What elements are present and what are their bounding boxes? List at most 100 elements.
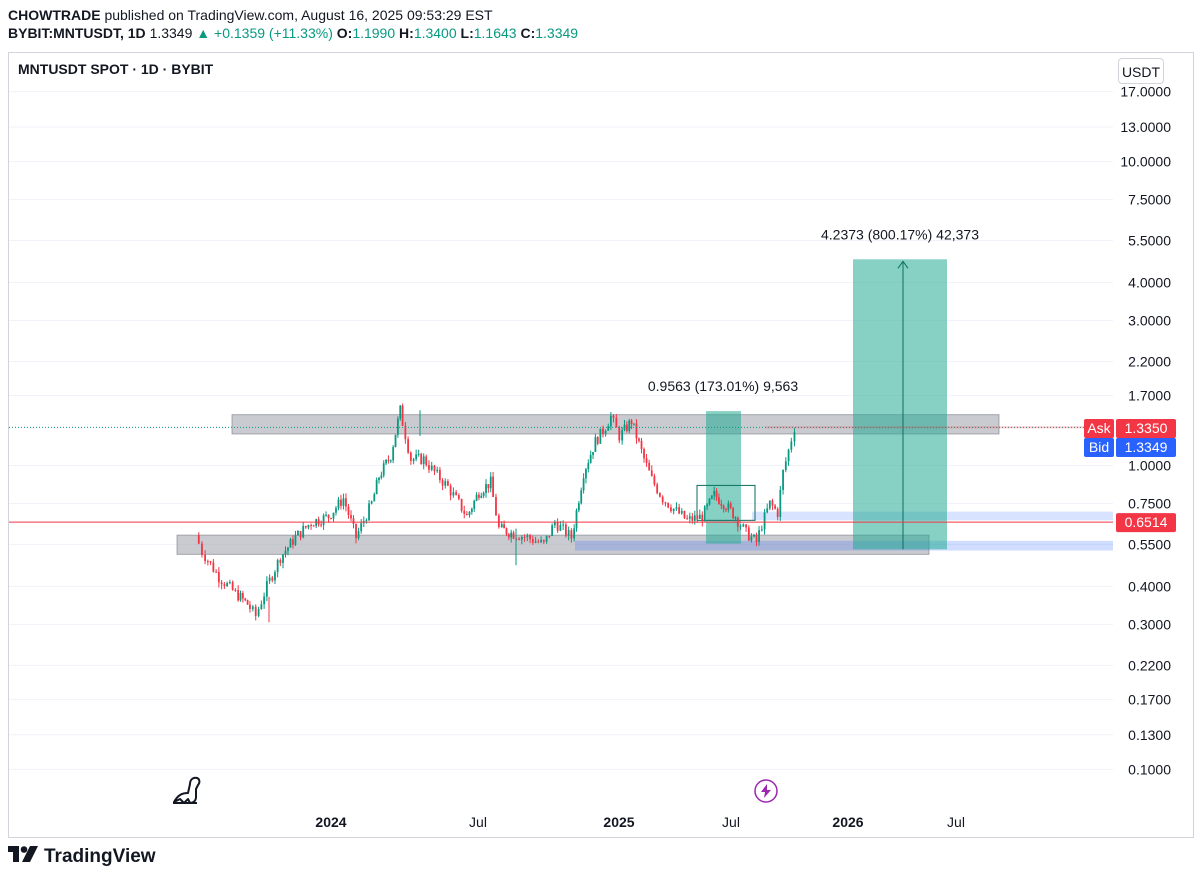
candle-body <box>500 524 503 528</box>
candle-body <box>648 462 651 471</box>
candle-body <box>312 525 315 527</box>
candle-body <box>460 498 463 511</box>
candle-body <box>297 531 299 536</box>
candle-body <box>404 425 407 440</box>
chart-icons <box>173 776 778 804</box>
candle-body <box>478 494 480 498</box>
candle-body <box>693 515 696 521</box>
candle-body <box>422 456 425 465</box>
candle-body <box>531 538 534 543</box>
high-value: 1.3400 <box>413 25 457 41</box>
candle-body <box>742 524 745 527</box>
chart-frame <box>8 52 1194 838</box>
candle-body <box>412 459 415 461</box>
y-tick-label: 5.5000 <box>1128 233 1171 249</box>
candle-body <box>485 484 487 493</box>
candle-body <box>710 495 713 499</box>
candle-body <box>447 481 449 486</box>
candle-body <box>556 522 559 531</box>
candle-body <box>526 535 529 538</box>
y-tick-label: 0.1000 <box>1128 761 1171 777</box>
author-name[interactable]: CHOWTRADE <box>8 7 101 23</box>
y-tick-label: 0.7500 <box>1128 495 1171 511</box>
candle-body <box>487 484 490 489</box>
candle-body <box>548 535 551 537</box>
y-tick-label: 1.0000 <box>1128 458 1171 474</box>
candle-body <box>734 517 737 519</box>
ask-badge-label-bg <box>1084 419 1114 438</box>
y-tick-label: 0.5500 <box>1128 536 1171 552</box>
candle-body <box>209 561 212 563</box>
candle-body <box>599 428 602 444</box>
candle-body <box>394 434 397 448</box>
candle-body <box>357 531 360 539</box>
y-tick-label: 0.3000 <box>1128 616 1171 632</box>
dino-icon <box>173 776 201 804</box>
blue-zone-lower <box>575 540 1113 551</box>
drawing-zones: 0.9563 (173.01%) 9,563 4.2373 (800.17%) 4… <box>176 226 1113 555</box>
y-tick-label: 7.5000 <box>1128 192 1171 208</box>
candle-body <box>729 503 732 508</box>
candle-body <box>612 415 615 418</box>
candle-body <box>251 606 254 610</box>
x-tick-label: Jul <box>947 814 965 830</box>
candle-body <box>678 507 681 514</box>
candle-body <box>625 424 628 431</box>
x-axis: 2024 Jul 2025 Jul 2026 Jul <box>315 814 965 830</box>
candle-body <box>234 589 237 591</box>
candle-body <box>553 522 556 526</box>
bid-badge-label: Bid <box>1089 439 1109 455</box>
candle-body <box>727 503 730 510</box>
candle-body <box>473 500 476 509</box>
y-tick-label: 1.7000 <box>1128 387 1171 403</box>
candle-body <box>475 494 478 501</box>
candle-body <box>758 530 760 542</box>
candle-body <box>559 524 562 531</box>
candle-body <box>239 593 242 601</box>
candle-body <box>650 470 653 477</box>
support-badge-value: 0.6514 <box>1125 514 1168 530</box>
candle-body <box>310 524 312 526</box>
candle-body <box>628 420 631 431</box>
candle-body <box>257 609 260 616</box>
candle-body <box>609 415 612 427</box>
candle-body <box>653 476 656 485</box>
candle-body <box>392 447 395 461</box>
candle-body <box>686 518 689 520</box>
candle-body <box>604 430 607 435</box>
candle-body <box>325 514 327 516</box>
high-label: H: <box>399 25 414 41</box>
candle-body <box>282 554 284 563</box>
candle-body <box>352 518 355 524</box>
bid-badge-label-bg <box>1084 438 1114 457</box>
candle-body <box>455 492 458 496</box>
tradingview-logo[interactable]: TradingView <box>8 846 156 868</box>
candle-body <box>420 453 423 465</box>
x-tick-label: 2026 <box>832 814 863 830</box>
candle-body <box>750 536 753 541</box>
candle-body <box>389 460 392 462</box>
candle-body <box>633 423 635 425</box>
candle-body <box>340 499 342 506</box>
candle-body <box>659 493 661 497</box>
candle-body <box>444 481 447 486</box>
symbol-label[interactable]: BYBIT:MNTUSDT, 1D <box>8 25 146 41</box>
candle-body <box>706 504 709 507</box>
candle-body <box>503 524 506 529</box>
candle-body <box>279 560 282 563</box>
candle-body <box>409 452 412 461</box>
currency-button[interactable]: USDT <box>1118 58 1164 84</box>
candle-body <box>577 503 580 511</box>
candle-body <box>635 423 638 439</box>
candle-body <box>725 509 727 511</box>
candle-body <box>345 498 347 507</box>
candle-body <box>439 469 441 481</box>
candle-body <box>701 514 704 522</box>
ask-badge-value: 1.3350 <box>1125 420 1168 436</box>
candle-body <box>355 523 357 539</box>
candle-body <box>387 459 390 461</box>
candle-body <box>263 596 266 605</box>
candle-body <box>495 496 497 516</box>
support-badge-value-bg <box>1116 513 1176 533</box>
